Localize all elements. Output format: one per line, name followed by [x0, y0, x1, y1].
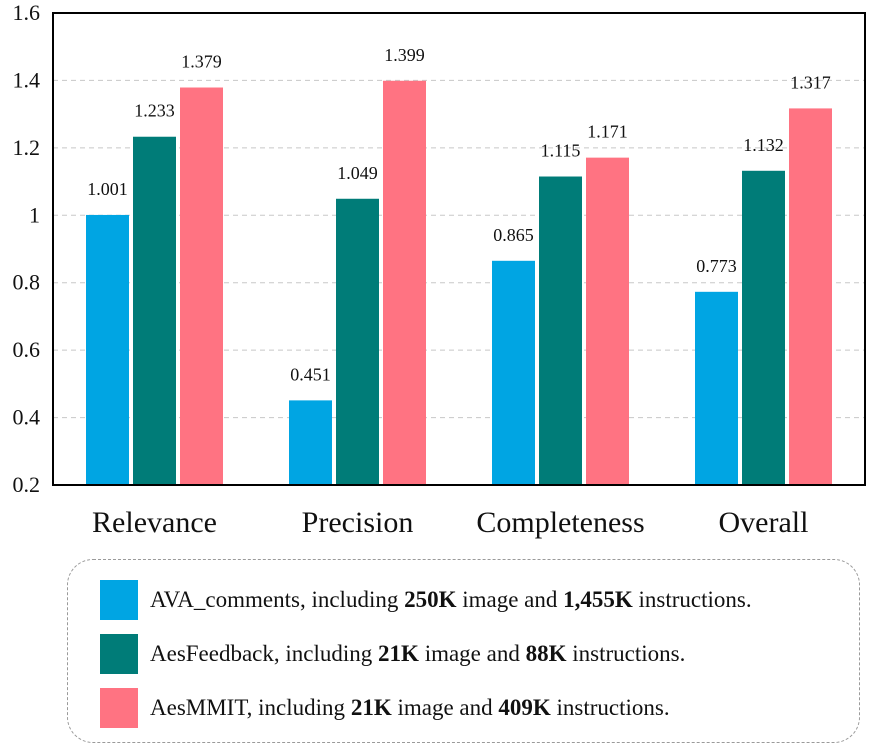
legend-image-count: 21K — [378, 641, 419, 666]
legend-item-aesmmit: AesMMIT, including 21K image and 409K in… — [100, 688, 670, 728]
value-labels: 1.001 1.233 1.379 0.451 1.049 1.399 0.865 1.115… — [87, 45, 831, 385]
legend-swatch-aesmmit — [100, 688, 138, 728]
y-tick-label: 1 — [29, 202, 40, 227]
legend-text-part: , including — [273, 641, 379, 666]
category-labels: Relevance Precision Completeness Overall — [92, 506, 808, 539]
value-label: 1.379 — [181, 52, 222, 72]
value-label: 0.865 — [493, 225, 534, 245]
bar-aesfeedback-relevance — [133, 136, 176, 485]
y-tick-label: 0.4 — [13, 405, 41, 430]
legend-image-count: 250K — [404, 587, 457, 612]
y-tick-label: 1.2 — [13, 135, 41, 160]
legend-series-name: AVA_comments — [150, 587, 300, 612]
y-tick-label: 1.6 — [13, 0, 41, 25]
legend-text-part: instructions. — [632, 587, 752, 612]
legend-text-part: image and — [391, 695, 499, 720]
value-label: 0.451 — [290, 364, 331, 384]
bar-aesmmit-precision — [383, 80, 426, 485]
legend-series-name: AesFeedback — [150, 641, 274, 666]
legend-text-aesmmit: AesMMIT, including 21K image and 409K in… — [150, 695, 670, 721]
bar-ava-comments-relevance — [86, 214, 129, 485]
value-label: 1.132 — [743, 135, 784, 155]
category-label-completeness: Completeness — [476, 506, 644, 539]
value-label: 1.171 — [587, 122, 628, 142]
y-tick-labels: 0.2 0.4 0.6 0.8 1 1.2 1.4 1.6 — [13, 0, 41, 497]
legend-text-ava-comments: AVA_comments, including 250K image and 1… — [150, 587, 752, 613]
bar-aesfeedback-precision — [336, 198, 379, 485]
legend-item-ava-comments: AVA_comments, including 250K image and 1… — [100, 580, 752, 620]
y-tick-label: 0.6 — [13, 337, 41, 362]
bar-ava-comments-overall — [695, 291, 738, 485]
legend-text-part: , including — [246, 695, 351, 720]
bar-aesfeedback-overall — [742, 170, 785, 486]
bars — [86, 80, 832, 486]
legend-instruction-count: 409K — [498, 695, 551, 720]
legend-text-part: instructions. — [550, 695, 670, 720]
bar-aesmmit-relevance — [180, 87, 223, 485]
bar-ava-comments-precision — [289, 400, 332, 485]
value-label: 0.773 — [696, 256, 737, 276]
y-tick-label: 1.4 — [13, 67, 41, 92]
legend-item-aesfeedback: AesFeedback, including 21K image and 88K… — [100, 634, 685, 674]
value-label: 1.001 — [87, 179, 128, 199]
value-label: 1.317 — [790, 72, 831, 92]
legend-instruction-count: 1,455K — [563, 587, 633, 612]
value-label: 1.233 — [134, 101, 175, 121]
bar-ava-comments-completeness — [492, 260, 535, 485]
value-label: 1.399 — [384, 45, 425, 65]
legend-swatch-ava-comments — [100, 580, 138, 620]
category-label-relevance: Relevance — [92, 506, 217, 539]
legend-text-part: image and — [456, 587, 564, 612]
bar-chart: 1.001 1.233 1.379 0.451 1.049 1.399 0.865 1.115… — [13, 0, 866, 539]
legend-instruction-count: 88K — [525, 641, 567, 666]
bar-aesmmit-overall — [789, 108, 832, 485]
legend-text-part: image and — [418, 641, 526, 666]
legend-text-part: , including — [299, 587, 405, 612]
legend-image-count: 21K — [350, 695, 392, 720]
value-label: 1.115 — [541, 141, 581, 161]
bar-aesmmit-completeness — [586, 157, 629, 486]
y-tick-label: 0.2 — [13, 472, 41, 497]
bar-aesfeedback-completeness — [539, 176, 582, 485]
category-label-precision: Precision — [302, 506, 414, 539]
value-label: 1.049 — [337, 163, 378, 183]
y-tick-label: 0.8 — [13, 270, 41, 295]
legend-swatch-aesfeedback — [100, 634, 138, 674]
legend: AVA_comments, including 250K image and 1… — [67, 559, 860, 743]
legend-text-aesfeedback: AesFeedback, including 21K image and 88K… — [150, 641, 685, 667]
plot-frame — [52, 12, 866, 486]
legend-text-part: instructions. — [566, 641, 686, 666]
legend-series-name: AesMMIT — [150, 695, 247, 720]
category-label-overall: Overall — [719, 506, 809, 539]
